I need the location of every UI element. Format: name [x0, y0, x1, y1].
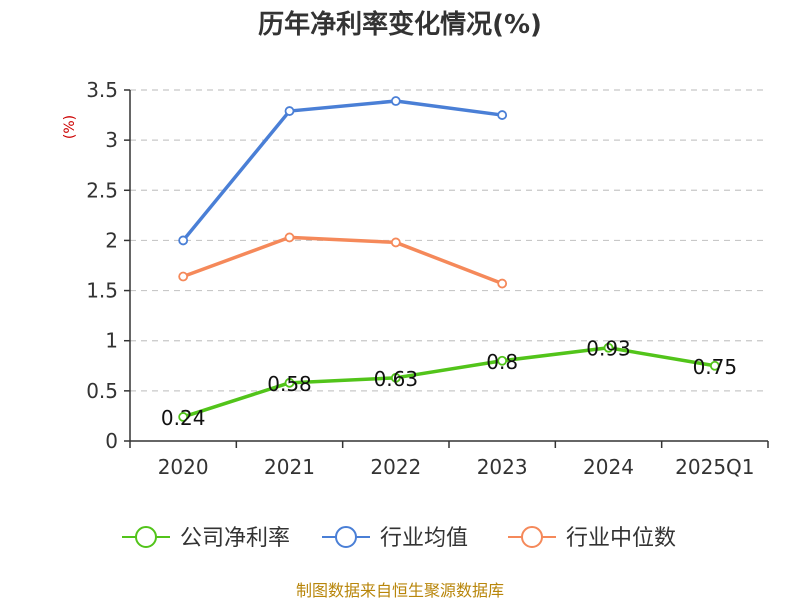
x-tick-label-1: 2021 — [264, 455, 315, 479]
chart-title: 历年净利率变化情况(%) — [258, 9, 542, 40]
y-tick-label-6: 3 — [105, 128, 118, 152]
data-label-0: 0.24 — [161, 406, 206, 430]
y-tick-label-2: 1 — [105, 329, 118, 353]
x-tick-label-4: 2024 — [583, 455, 634, 479]
y-tick-label-1: 0.5 — [86, 379, 118, 403]
series-1-point-3 — [497, 110, 508, 120]
legend-marker-1 — [335, 526, 357, 548]
series-0-point-2 — [390, 372, 401, 383]
x-tick-label-3: 2023 — [477, 455, 528, 479]
series-0-point-1 — [284, 377, 295, 388]
y-tick-label-0: 0 — [105, 429, 118, 453]
legend-label-0: 公司净利率 — [180, 526, 290, 551]
series-line-0 — [182, 345, 716, 419]
x-tick-label-2: 2022 — [370, 455, 421, 479]
grid-lines — [130, 89, 768, 392]
data-label-5: 0.75 — [693, 355, 738, 379]
series-lines — [178, 96, 720, 422]
y-axis-unit: (%) — [62, 115, 78, 139]
x-axis-ticks: 2020 2021 2022 2023 2024 2025Q1 — [129, 441, 769, 479]
y-tick-label-5: 2.5 — [86, 178, 118, 202]
series-0-point-0 — [178, 412, 189, 422]
series-0-point-5 — [709, 360, 720, 371]
series-2-point-1 — [284, 232, 295, 243]
legend-marker-2 — [521, 526, 543, 548]
data-label-2: 0.63 — [374, 367, 419, 391]
y-tick-label-3: 1.5 — [86, 279, 118, 303]
legend-label-1: 行业均值 — [380, 526, 468, 551]
series-1-point-0 — [178, 235, 189, 246]
data-label-3: 0.8 — [486, 350, 518, 374]
series-2-point-2 — [390, 237, 401, 248]
legend-label-2: 行业中位数 — [566, 526, 676, 551]
legend-marker-0 — [135, 526, 157, 548]
x-tick-label-5: 2025Q1 — [675, 455, 754, 479]
series-2-point-0 — [178, 271, 189, 282]
series-line-1 — [181, 99, 503, 242]
axes — [129, 90, 768, 442]
data-label-1: 0.58 — [267, 372, 312, 396]
legend: 公司净利率 行业均值 行业中位数 — [122, 526, 676, 551]
series-0-point-3 — [497, 355, 508, 366]
data-labels: 0.24 0.58 0.63 0.8 0.93 0.75 — [161, 337, 737, 430]
series-line-2 — [182, 235, 503, 286]
x-tick-label-0: 2020 — [158, 455, 209, 479]
series-2-point-3 — [497, 278, 508, 289]
y-axis-ticks: 0 0.5 1 1.5 2 2.5 3 3.5 — [86, 78, 130, 453]
y-tick-label-4: 2 — [105, 228, 118, 252]
source-note: 制图数据来自恒生聚源数据库 — [296, 581, 504, 600]
data-label-4: 0.93 — [586, 337, 631, 361]
series-1-point-1 — [284, 106, 295, 116]
series-1-point-2 — [390, 96, 401, 106]
y-tick-label-7: 3.5 — [86, 78, 118, 102]
series-0-point-4 — [603, 342, 614, 353]
